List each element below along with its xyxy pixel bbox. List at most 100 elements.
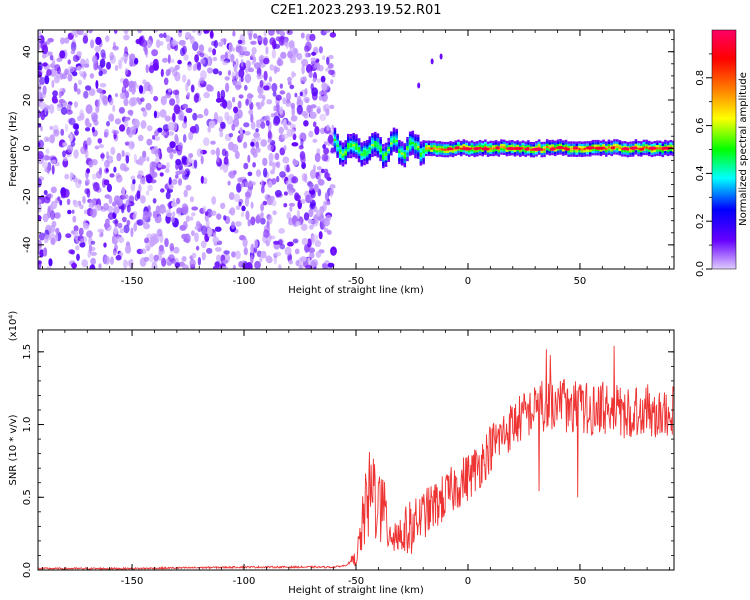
heatmap-cell (465, 140, 468, 143)
heatmap-cell (599, 149, 603, 152)
heatmap-cell (95, 105, 100, 114)
heatmap-cell (336, 153, 339, 156)
heatmap-cell (411, 132, 415, 136)
heatmap-cell (76, 88, 81, 95)
heatmap-cell (355, 145, 358, 148)
heatmap-cell (275, 251, 282, 257)
heatmap-cell (121, 203, 125, 214)
heatmap-cell (390, 133, 393, 136)
heatmap-cell (666, 140, 670, 144)
heatmap-cell (48, 225, 56, 233)
heatmap-cell (316, 166, 322, 171)
heatmap-cell (113, 206, 120, 214)
heatmap-cell (333, 127, 337, 131)
heatmap-cell (73, 230, 79, 241)
heatmap-cell (416, 143, 420, 146)
heatmap-cell (305, 41, 312, 52)
heatmap-cell (661, 143, 665, 147)
heatmap-cell (435, 152, 439, 155)
heatmap-cell (591, 139, 595, 143)
heatmap-cell (138, 155, 144, 166)
heatmap-cell (597, 139, 600, 143)
heatmap-cell (637, 151, 640, 155)
heatmap-cell (319, 113, 327, 121)
heatmap-cell (373, 142, 377, 146)
heatmap-cell (439, 53, 443, 60)
heatmap-cell (430, 147, 433, 150)
heatmap-cell (300, 76, 306, 85)
heatmap-cell (125, 155, 130, 164)
heatmap-cell (185, 184, 192, 191)
heatmap-cell (419, 156, 423, 160)
heatmap-cell (152, 198, 157, 204)
heatmap-cell (640, 154, 643, 157)
heatmap-cell (153, 95, 159, 102)
heatmap-cell (548, 144, 552, 147)
heatmap-cell (484, 152, 487, 155)
heatmap-cell (462, 139, 466, 142)
heatmap-cell (116, 174, 123, 183)
heatmap-cell (349, 138, 353, 141)
heatmap-cell (427, 153, 431, 156)
heatmap-cell (268, 30, 275, 36)
heatmap-cell (269, 64, 275, 71)
heatmap-cell (502, 150, 506, 153)
heatmap-cell (248, 180, 253, 188)
heatmap-cell (104, 255, 110, 265)
heatmap-cell (257, 36, 265, 42)
heatmap-cell (623, 149, 627, 153)
heatmap-cell (250, 40, 257, 45)
heatmap-cell (53, 129, 60, 137)
heatmap-cell (123, 119, 129, 128)
heatmap-cell (548, 150, 552, 154)
heatmap-cell (333, 132, 337, 135)
heatmap-cell (672, 151, 674, 154)
heatmap-cell (449, 152, 452, 155)
heatmap-cell (283, 203, 288, 208)
heatmap-cell (365, 150, 369, 154)
heatmap-cell (438, 152, 441, 155)
heatmap-cell (272, 210, 277, 216)
heatmap-cell (38, 203, 42, 213)
heatmap-cell (64, 68, 69, 76)
heatmap-cell (580, 143, 584, 147)
heatmap-cell (631, 143, 635, 146)
heatmap-cell (511, 150, 514, 154)
heatmap-cell (89, 73, 95, 79)
heatmap-cell (597, 144, 600, 147)
heatmap-cell (360, 146, 364, 150)
heatmap-cell (457, 148, 460, 151)
heatmap-cell (656, 140, 659, 143)
heatmap-cell (71, 30, 77, 36)
heatmap-cell (543, 152, 546, 155)
heatmap-cell (169, 98, 176, 106)
heatmap-cell (106, 151, 110, 160)
heatmap-cell (38, 109, 41, 118)
heatmap-cell (387, 157, 390, 160)
heatmap-cell (548, 146, 552, 149)
heatmap-cell (180, 47, 185, 57)
heatmap-cell (352, 146, 355, 149)
heatmap-cell (38, 30, 42, 37)
heatmap-cell (505, 145, 509, 148)
heatmap-cell (478, 150, 482, 154)
heatmap-cell (336, 133, 339, 137)
heatmap-cell (419, 163, 423, 166)
heatmap-cell (73, 225, 79, 232)
heatmap-cell (90, 251, 97, 256)
heatmap-cell (387, 150, 390, 154)
heatmap-cell (339, 151, 342, 154)
heatmap-cell (142, 109, 148, 118)
heatmap-cell (516, 140, 519, 143)
heatmap-cell (203, 30, 210, 34)
heatmap-cell (406, 147, 409, 151)
heatmap-cell (259, 118, 265, 123)
heatmap-cell (228, 42, 233, 53)
heatmap-cell (88, 160, 94, 168)
heatmap-cell (140, 195, 146, 204)
heatmap-cell (305, 33, 311, 42)
heatmap-cell (626, 144, 630, 147)
heatmap-cell (64, 123, 69, 132)
snr-plot-frame (37, 329, 675, 571)
heatmap-cell (140, 97, 145, 102)
